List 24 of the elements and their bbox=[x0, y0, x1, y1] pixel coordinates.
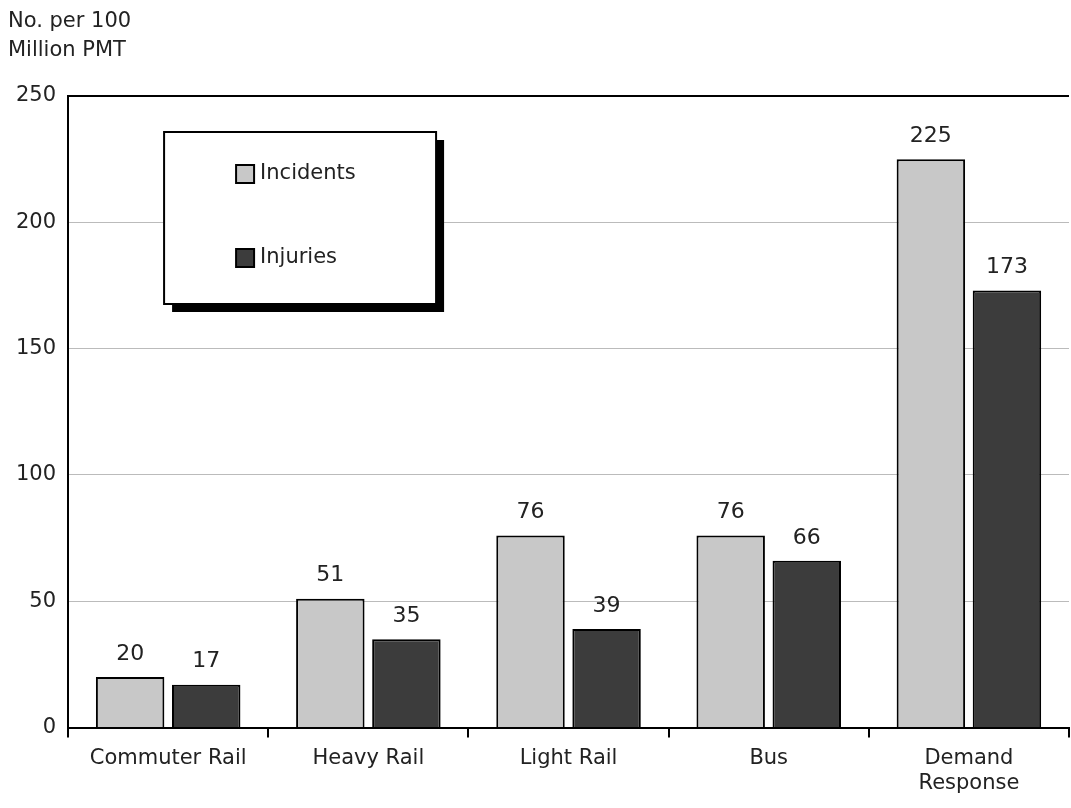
x-tick-label: Bus bbox=[749, 744, 789, 769]
y-tick-label: 50 bbox=[29, 587, 57, 612]
data-label: 51 bbox=[316, 561, 345, 587]
data-label: 66 bbox=[792, 523, 821, 549]
data-label: 17 bbox=[192, 647, 221, 673]
legend-label: Incidents bbox=[260, 160, 356, 185]
x-tick-label: Demand Response bbox=[918, 744, 1020, 794]
x-tick-label: Light Rail bbox=[519, 744, 618, 769]
data-label: 20 bbox=[116, 639, 145, 665]
y-tick-label: 100 bbox=[15, 461, 57, 486]
y-tick-label: 0 bbox=[42, 714, 57, 739]
y-axis-title: No. per 100 Million PMT bbox=[8, 7, 133, 63]
x-tick-label: Heavy Rail bbox=[312, 744, 425, 769]
legend-label: Injuries bbox=[260, 244, 338, 269]
y-tick-label: 200 bbox=[15, 208, 57, 233]
y-tick-label: 250 bbox=[15, 82, 57, 107]
y-tick-label: 150 bbox=[15, 335, 57, 360]
data-label: 39 bbox=[592, 591, 621, 617]
x-tick-label: Commuter Rail bbox=[89, 744, 247, 769]
data-label: 76 bbox=[516, 498, 545, 524]
data-label: 225 bbox=[909, 121, 952, 147]
data-label: 173 bbox=[985, 253, 1028, 279]
data-label: 76 bbox=[716, 498, 745, 524]
data-label: 35 bbox=[392, 601, 421, 627]
